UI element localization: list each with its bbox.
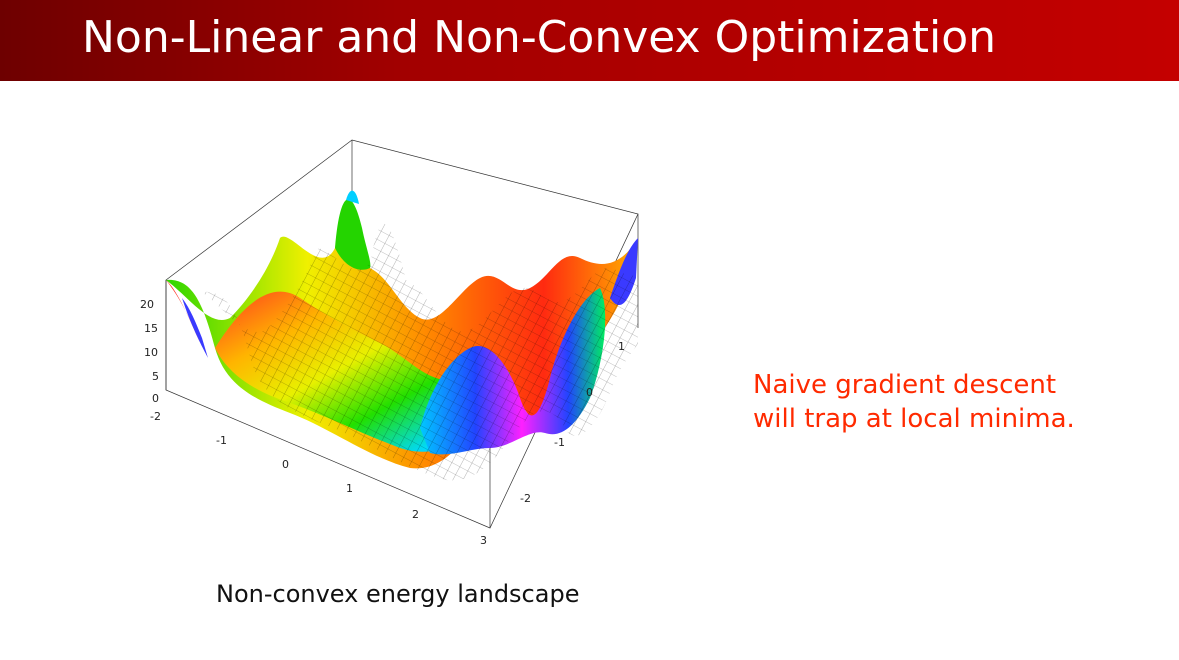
z-axis-ticks: 20 15 10 5 0 — [140, 298, 159, 405]
z-tick: 5 — [152, 370, 159, 383]
note-line: will trap at local minima. — [753, 404, 1075, 434]
slide-title: Non-Linear and Non-Convex Optimization — [82, 12, 997, 63]
x-axis-ticks: -2 -1 0 1 2 3 — [150, 410, 487, 547]
z-tick: 10 — [144, 346, 158, 359]
note-line: Naive gradient descent — [753, 370, 1057, 400]
title-bar: Non-Linear and Non-Convex Optimization — [0, 0, 1179, 81]
surface-plot-svg: 20 15 10 5 0 -2 -1 0 1 2 3 1 0 -1 -2 — [140, 139, 639, 547]
y-tick: -1 — [554, 436, 565, 449]
energy-surface — [166, 140, 638, 528]
z-tick: 0 — [152, 392, 159, 405]
x-tick: -2 — [150, 410, 161, 423]
plot-caption: Non-convex energy landscape — [216, 580, 580, 608]
y-tick: -2 — [520, 492, 531, 505]
y-tick: 0 — [586, 386, 593, 399]
y-axis-ticks: 1 0 -1 -2 — [520, 340, 625, 505]
y-tick: 1 — [618, 340, 625, 353]
z-tick: 20 — [140, 298, 154, 311]
x-tick: 2 — [412, 508, 419, 521]
x-tick: 3 — [480, 534, 487, 547]
x-tick: -1 — [216, 434, 227, 447]
z-tick: 15 — [144, 322, 158, 335]
gradient-descent-note: Naive gradient descent will trap at loca… — [753, 368, 1075, 436]
energy-landscape-plot: 20 15 10 5 0 -2 -1 0 1 2 3 1 0 -1 -2 — [130, 128, 650, 560]
x-tick: 1 — [346, 482, 353, 495]
x-tick: 0 — [282, 458, 289, 471]
